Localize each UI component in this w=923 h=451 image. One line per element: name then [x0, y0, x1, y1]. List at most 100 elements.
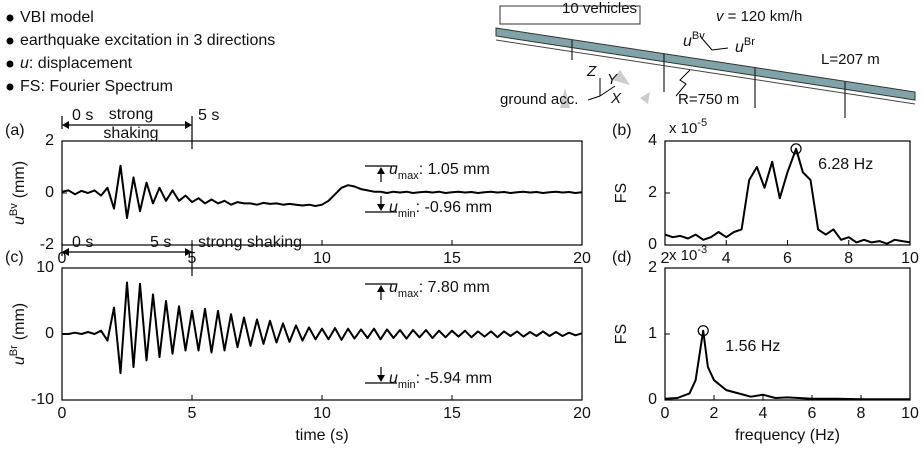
x-tick-label: 10 [313, 250, 331, 267]
series-line [664, 329, 910, 401]
y-tick-label: 10 [36, 259, 54, 276]
umin-text: : -0.96 mm [416, 199, 492, 216]
umin-label: umin: -0.96 mm [389, 199, 492, 220]
bullet-text: u: displacement [20, 55, 133, 72]
x-tick-label: 2 [710, 405, 719, 422]
umax-label: umax: 7.80 mm [389, 279, 490, 300]
bullet-body: : displacement [29, 55, 133, 72]
x-tick-label: 4 [759, 405, 768, 422]
arrow-head [377, 375, 385, 382]
window-start-label: 0 s [72, 234, 93, 251]
window-start-label: 0 s [72, 107, 93, 124]
umin-sub: min [398, 379, 416, 391]
x-tick-label: 6 [783, 250, 792, 267]
window-end-label: 5 s [198, 107, 219, 124]
bullet-dot [6, 83, 14, 91]
bullet-dot [6, 37, 14, 45]
umax-symbol: u [389, 279, 398, 296]
speed-symbol: v [716, 8, 725, 25]
bridge-diagram: 10 vehicles v = 120 km/h uBv uBr L=207 m… [495, 0, 916, 118]
x-tick-label: 10 [901, 405, 919, 422]
y-tick-label: -10 [31, 391, 54, 408]
bullet-body: VBI model [20, 9, 94, 26]
umax-text: : 7.80 mm [419, 279, 490, 296]
x-axis-label: frequency (Hz) [735, 427, 840, 444]
bullet-text: FS: Fourier Spectrum [20, 78, 173, 95]
ubr-symbol: u [735, 39, 744, 56]
scale-base: x 10 [669, 120, 697, 137]
umin-symbol: u [389, 370, 398, 387]
scale-exp: -5 [697, 117, 707, 129]
y-label-unit: (mm) [11, 161, 28, 198]
umin-sub: min [398, 208, 416, 220]
window-end-label: 5 s [150, 234, 171, 251]
umax-text: : 1.05 mm [419, 161, 490, 178]
radius-label: R=750 m [678, 91, 739, 108]
panel-label: (d) [612, 249, 632, 266]
y-tick-label: 2 [648, 184, 657, 201]
y-label-symbol: u [11, 216, 28, 225]
bullet-body: FS: Fourier Spectrum [20, 78, 173, 95]
y-axis-label: FS [613, 324, 630, 344]
window-text: strong [109, 106, 153, 123]
piers [571, 40, 846, 118]
scale-label: x 10-5 [669, 117, 707, 137]
bullet-dot [6, 14, 14, 22]
arrow-head [377, 285, 385, 292]
axes-icon [587, 35, 729, 101]
y-tick-label: 0 [45, 184, 54, 201]
y-axis-label: uBv (mm) [8, 161, 28, 225]
x-tick-label: 5 [188, 405, 197, 422]
y-tick-label: 0 [648, 391, 657, 408]
umin-symbol: u [389, 199, 398, 216]
ground-label: ground acc. [500, 91, 578, 108]
x-axis-label: time (s) [295, 427, 348, 444]
scale-base: x 10 [669, 247, 697, 264]
window-text: strong shaking [198, 234, 302, 251]
peak-marker [790, 143, 802, 155]
umax-symbol: u [389, 161, 398, 178]
bullet-dot [6, 60, 14, 68]
length-label: L=207 m [821, 51, 880, 68]
y-label-unit: (mm) [11, 303, 28, 340]
umin-label: umin: -5.94 mm [389, 370, 492, 391]
ubr-label: uBr [735, 36, 755, 56]
scale-label: x 10-3 [669, 244, 707, 264]
x-tick-label: 2 [661, 250, 670, 267]
x-tick-label: 0 [661, 405, 670, 422]
peak-marker [697, 325, 709, 337]
speed-text: = 120 km/h [724, 8, 803, 25]
vehicles-label: 10 vehicles [562, 0, 637, 17]
y-axis-label: uBr (mm) [8, 303, 28, 365]
axis-x: X [610, 90, 622, 107]
y-tick-label: 0 [648, 236, 657, 253]
bullet-text: earthquake excitation in 3 directions [20, 32, 275, 49]
ubv-label: uBv [683, 30, 705, 50]
x-tick-label: 10 [313, 405, 331, 422]
axis-y: Y [607, 71, 618, 88]
window-text: shaking [103, 125, 158, 142]
x-tick-label: 8 [857, 405, 866, 422]
y-tick-label: 2 [45, 132, 54, 149]
panel-label: (a) [5, 122, 25, 139]
y-label-symbol: u [11, 356, 28, 365]
x-tick-label: 0 [58, 405, 67, 422]
bullet-text: VBI model [20, 9, 94, 26]
y-axis-label: FS [613, 183, 630, 203]
axis-z: Z [586, 63, 597, 80]
x-tick-label: 10 [901, 250, 919, 267]
x-tick-label: 8 [844, 250, 853, 267]
y-tick-label: 4 [648, 132, 657, 149]
series-line [664, 147, 911, 245]
deck [495, 27, 916, 101]
bullet-symbol: u [20, 55, 29, 72]
speed-label: v = 120 km/h [716, 8, 802, 25]
panel-label: (c) [5, 249, 24, 266]
y-tick-label: 0 [45, 325, 54, 342]
x-tick-label: 6 [808, 405, 817, 422]
x-tick-label: 4 [722, 250, 731, 267]
series-line [62, 281, 583, 375]
series-line [61, 164, 583, 219]
arrow-head [377, 204, 385, 211]
y-tick-label: -2 [40, 236, 54, 253]
